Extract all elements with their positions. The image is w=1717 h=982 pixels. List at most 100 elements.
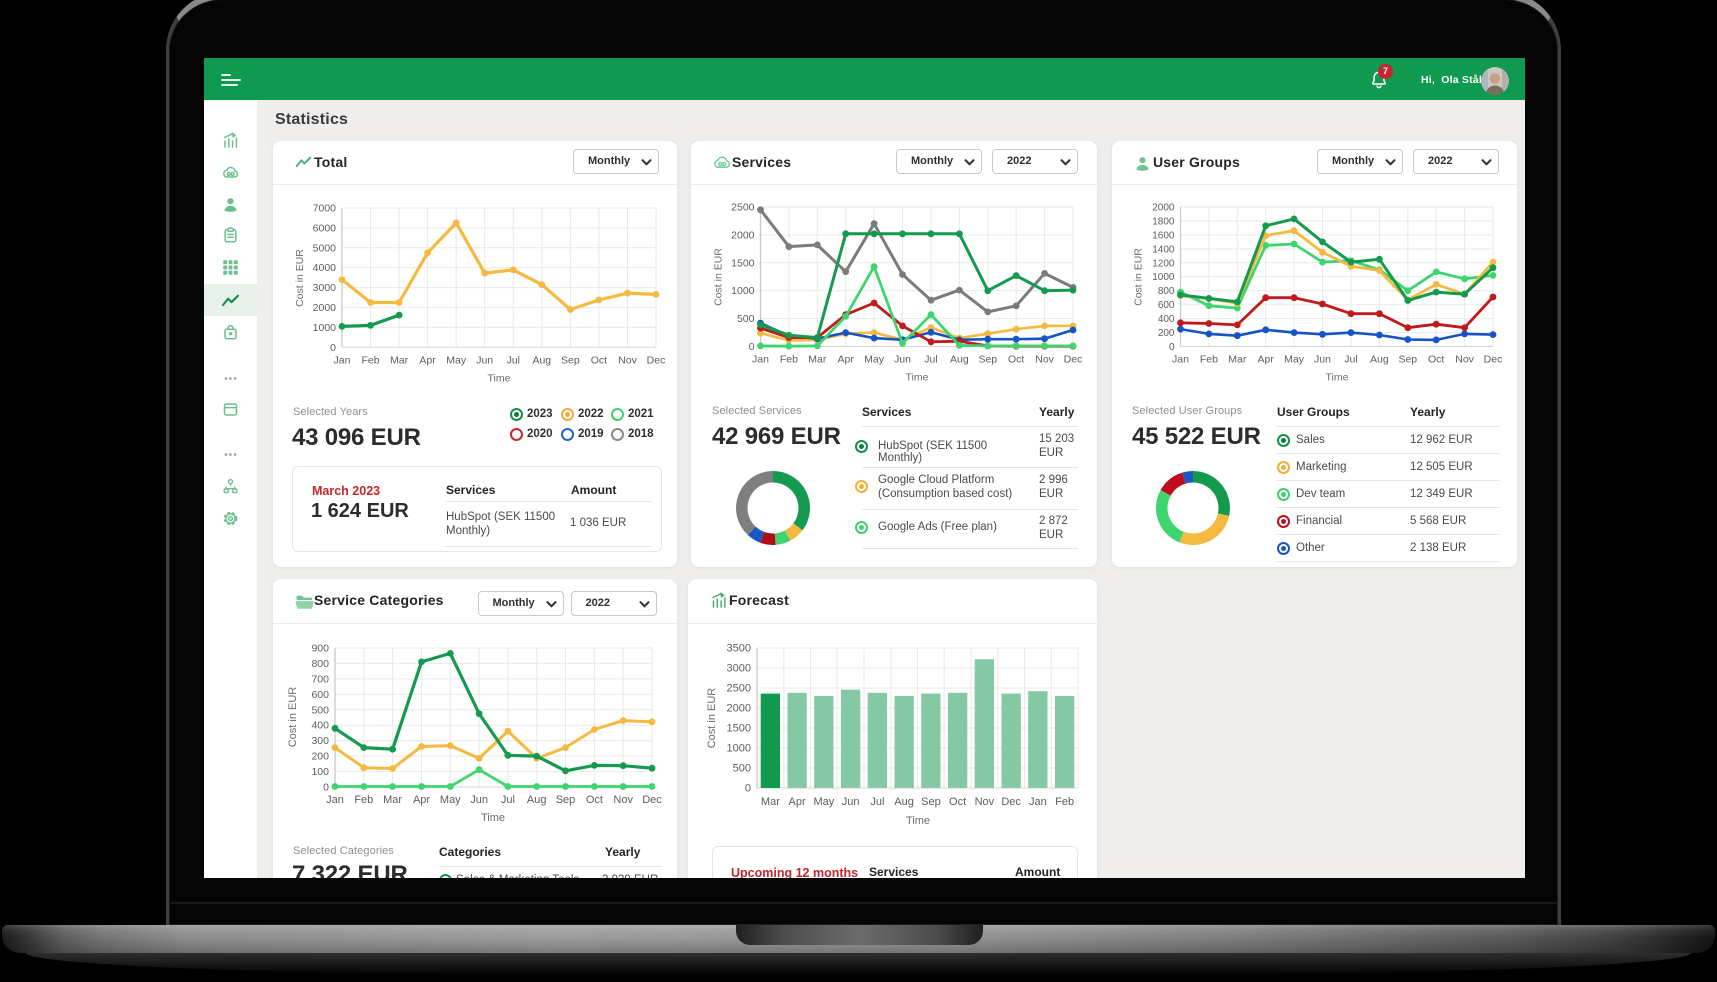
svg-text:Cost in EUR: Cost in EUR: [713, 248, 725, 306]
svg-text:600: 600: [311, 689, 329, 701]
svg-text:Jan: Jan: [1172, 354, 1189, 366]
svg-text:Sep: Sep: [561, 354, 580, 366]
svg-text:Nov: Nov: [975, 796, 995, 808]
svg-text:May: May: [446, 354, 467, 366]
svg-text:Nov: Nov: [1455, 354, 1474, 366]
svg-text:0: 0: [749, 341, 755, 353]
svg-text:Feb: Feb: [1055, 796, 1074, 808]
svg-text:Apr: Apr: [838, 354, 855, 366]
svg-text:Jun: Jun: [894, 354, 911, 366]
svg-text:1500: 1500: [727, 723, 751, 735]
svg-text:Jul: Jul: [507, 354, 520, 366]
svg-text:Cost in EUR: Cost in EUR: [1133, 248, 1145, 306]
svg-text:Feb: Feb: [361, 354, 379, 366]
svg-text:Sep: Sep: [978, 354, 997, 366]
svg-text:Oct: Oct: [591, 354, 607, 366]
svg-text:Time: Time: [1326, 372, 1349, 384]
svg-text:1000: 1000: [731, 285, 755, 297]
svg-text:Jun: Jun: [476, 354, 493, 366]
svg-text:700: 700: [311, 673, 329, 685]
svg-text:Sep: Sep: [556, 794, 576, 806]
svg-text:0: 0: [745, 783, 751, 795]
svg-text:200: 200: [311, 751, 329, 763]
svg-text:1800: 1800: [1152, 217, 1175, 228]
svg-text:Jul: Jul: [501, 794, 515, 806]
svg-text:Time: Time: [481, 812, 505, 824]
svg-text:May: May: [864, 354, 885, 366]
svg-text:Jun: Jun: [842, 796, 860, 808]
svg-text:Cost in EUR: Cost in EUR: [706, 688, 718, 749]
svg-text:2500: 2500: [727, 683, 751, 695]
svg-text:Mar: Mar: [383, 794, 402, 806]
svg-text:2000: 2000: [727, 703, 751, 715]
svg-text:Dec: Dec: [642, 794, 662, 806]
svg-text:400: 400: [311, 720, 329, 732]
svg-text:Mar: Mar: [1228, 354, 1247, 366]
svg-text:Oct: Oct: [586, 794, 603, 806]
svg-text:1600: 1600: [1152, 230, 1175, 241]
svg-text:Aug: Aug: [1370, 354, 1389, 366]
svg-text:3000: 3000: [727, 663, 751, 675]
svg-text:Nov: Nov: [1035, 354, 1054, 366]
svg-text:Aug: Aug: [532, 354, 551, 366]
svg-text:1200: 1200: [1152, 258, 1175, 269]
svg-text:0: 0: [1169, 342, 1175, 353]
svg-text:Oct: Oct: [1008, 354, 1024, 366]
svg-text:May: May: [814, 796, 835, 808]
svg-text:Time: Time: [488, 372, 511, 384]
svg-text:Aug: Aug: [950, 354, 969, 366]
svg-text:300: 300: [311, 735, 329, 747]
svg-text:900: 900: [311, 643, 329, 655]
svg-text:600: 600: [1158, 300, 1175, 311]
svg-text:Nov: Nov: [613, 794, 633, 806]
svg-text:500: 500: [311, 704, 329, 716]
svg-text:Dec: Dec: [1484, 354, 1503, 366]
svg-text:200: 200: [1158, 328, 1175, 339]
svg-text:Jun: Jun: [470, 794, 488, 806]
svg-text:Time: Time: [906, 372, 929, 384]
svg-text:Aug: Aug: [894, 796, 914, 808]
svg-text:Aug: Aug: [527, 794, 547, 806]
svg-text:500: 500: [733, 763, 751, 775]
svg-text:6000: 6000: [313, 222, 337, 234]
svg-text:2000: 2000: [731, 229, 755, 241]
svg-text:Apr: Apr: [413, 794, 430, 806]
svg-text:800: 800: [311, 658, 329, 670]
svg-text:400: 400: [1158, 314, 1175, 325]
svg-text:Feb: Feb: [354, 794, 373, 806]
svg-text:2000: 2000: [1152, 203, 1175, 214]
svg-text:Mar: Mar: [390, 354, 409, 366]
svg-text:Mar: Mar: [808, 354, 827, 366]
svg-text:Dec: Dec: [647, 354, 666, 366]
svg-text:Jul: Jul: [924, 354, 937, 366]
svg-text:1500: 1500: [731, 257, 755, 269]
svg-text:Jan: Jan: [326, 794, 344, 806]
svg-text:3500: 3500: [727, 643, 751, 655]
svg-text:Dec: Dec: [1001, 796, 1021, 808]
svg-text:Feb: Feb: [1200, 354, 1218, 366]
svg-text:Apr: Apr: [789, 796, 806, 808]
svg-text:1400: 1400: [1152, 244, 1175, 255]
svg-text:Sep: Sep: [921, 796, 941, 808]
svg-text:1000: 1000: [727, 743, 751, 755]
svg-text:Jul: Jul: [1344, 354, 1357, 366]
svg-text:Dec: Dec: [1064, 354, 1083, 366]
svg-text:1000: 1000: [313, 322, 337, 334]
svg-text:Cost in EUR: Cost in EUR: [294, 249, 306, 307]
svg-text:Jul: Jul: [870, 796, 884, 808]
svg-text:Cost in EUR: Cost in EUR: [287, 687, 299, 748]
svg-text:Apr: Apr: [419, 354, 436, 366]
svg-text:0: 0: [323, 782, 329, 794]
svg-text:Apr: Apr: [1258, 354, 1275, 366]
svg-text:7000: 7000: [313, 203, 337, 215]
svg-text:Jan: Jan: [1029, 796, 1047, 808]
svg-text:Jan: Jan: [752, 354, 769, 366]
svg-text:800: 800: [1158, 286, 1175, 297]
svg-text:0: 0: [330, 342, 336, 354]
svg-text:Jun: Jun: [1314, 354, 1331, 366]
svg-text:May: May: [1284, 354, 1305, 366]
svg-text:Sep: Sep: [1398, 354, 1417, 366]
svg-text:May: May: [440, 794, 461, 806]
svg-text:2000: 2000: [313, 302, 337, 314]
svg-text:500: 500: [737, 313, 755, 325]
